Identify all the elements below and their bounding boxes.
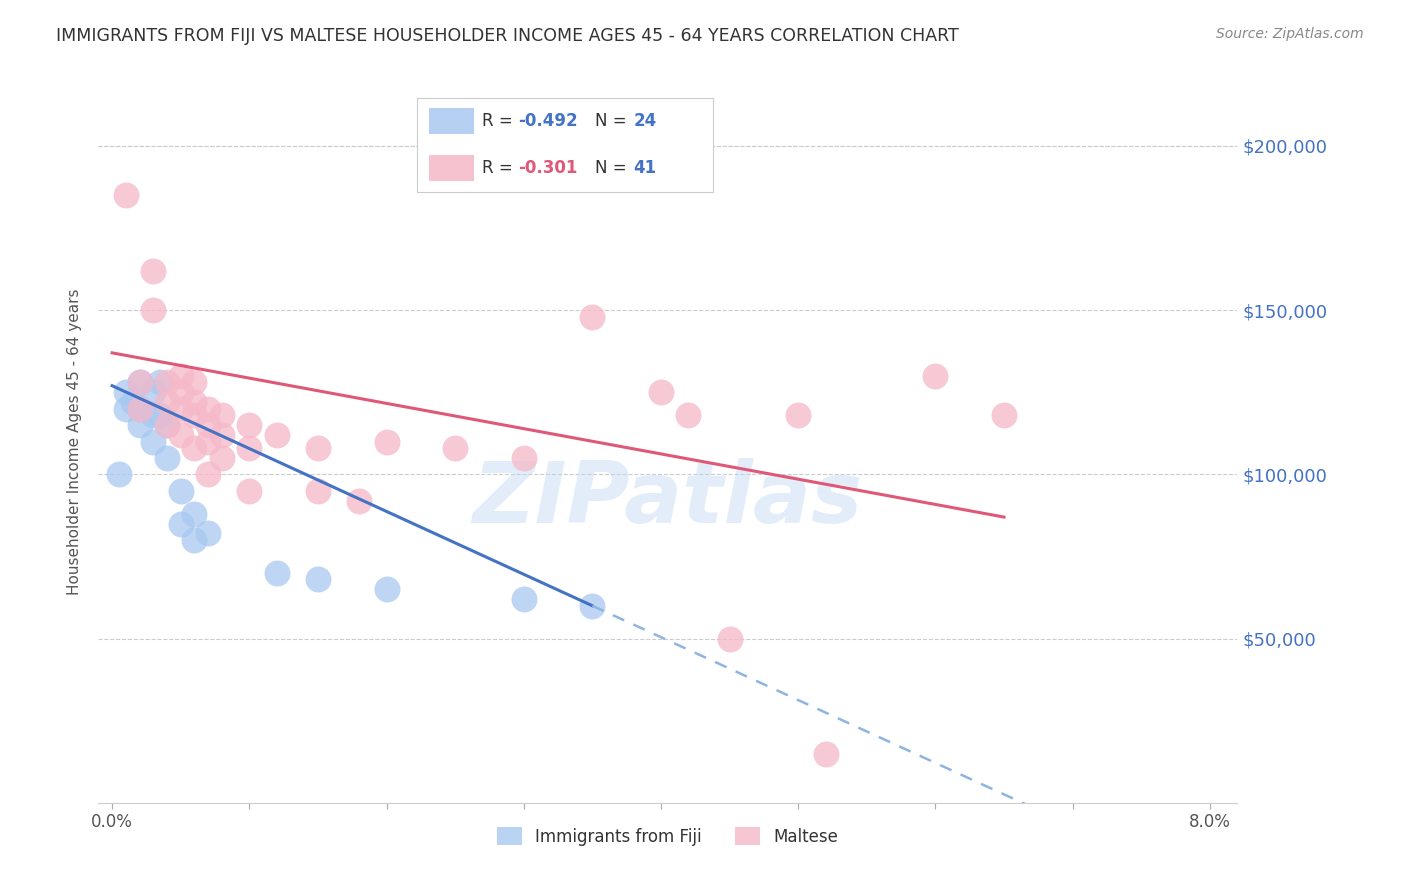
Point <box>128 401 150 416</box>
Legend: Immigrants from Fiji, Maltese: Immigrants from Fiji, Maltese <box>491 821 845 852</box>
Point <box>149 376 172 390</box>
Point <box>170 428 193 442</box>
Point <box>307 573 329 587</box>
Point <box>347 493 370 508</box>
Point <box>108 467 131 482</box>
Point <box>238 418 260 433</box>
Point <box>121 395 143 409</box>
Point <box>787 409 810 423</box>
Point <box>718 632 741 646</box>
Point <box>183 507 205 521</box>
Point <box>170 483 193 498</box>
Point <box>197 434 219 449</box>
Point <box>149 409 172 423</box>
Point <box>156 450 179 465</box>
Point <box>142 409 165 423</box>
Point <box>375 582 398 597</box>
Point <box>142 303 165 318</box>
Point <box>444 441 467 455</box>
Point <box>170 368 193 383</box>
Point <box>211 450 233 465</box>
Point <box>678 409 700 423</box>
Point <box>156 418 179 433</box>
Point <box>513 592 536 607</box>
Point <box>924 368 946 383</box>
Point <box>156 418 179 433</box>
Point <box>156 395 179 409</box>
Point <box>183 533 205 547</box>
Point <box>307 483 329 498</box>
Point <box>156 376 179 390</box>
Point <box>115 385 138 400</box>
Y-axis label: Householder Income Ages 45 - 64 years: Householder Income Ages 45 - 64 years <box>67 288 83 595</box>
Point <box>183 409 205 423</box>
Point <box>266 428 288 442</box>
Point <box>197 467 219 482</box>
Point <box>128 376 150 390</box>
Point <box>581 310 603 324</box>
Point <box>183 395 205 409</box>
Point <box>211 409 233 423</box>
Point <box>197 526 219 541</box>
Point <box>128 376 150 390</box>
Point <box>170 385 193 400</box>
Point <box>197 418 219 433</box>
Text: Source: ZipAtlas.com: Source: ZipAtlas.com <box>1216 27 1364 41</box>
Point <box>128 418 150 433</box>
Point <box>238 483 260 498</box>
Point <box>307 441 329 455</box>
Point <box>142 385 165 400</box>
Point <box>993 409 1015 423</box>
Point <box>170 516 193 531</box>
Point <box>128 401 150 416</box>
Point <box>814 747 837 761</box>
Point <box>266 566 288 580</box>
Point <box>115 188 138 202</box>
Text: IMMIGRANTS FROM FIJI VS MALTESE HOUSEHOLDER INCOME AGES 45 - 64 YEARS CORRELATIO: IMMIGRANTS FROM FIJI VS MALTESE HOUSEHOL… <box>56 27 959 45</box>
Point <box>211 428 233 442</box>
Point <box>197 401 219 416</box>
Text: ZIPatlas: ZIPatlas <box>472 458 863 541</box>
Point <box>581 599 603 613</box>
Point <box>170 401 193 416</box>
Point <box>513 450 536 465</box>
Point <box>142 264 165 278</box>
Point <box>650 385 672 400</box>
Point <box>375 434 398 449</box>
Point <box>183 376 205 390</box>
Point <box>142 434 165 449</box>
Point <box>115 401 138 416</box>
Point <box>238 441 260 455</box>
Point <box>183 441 205 455</box>
